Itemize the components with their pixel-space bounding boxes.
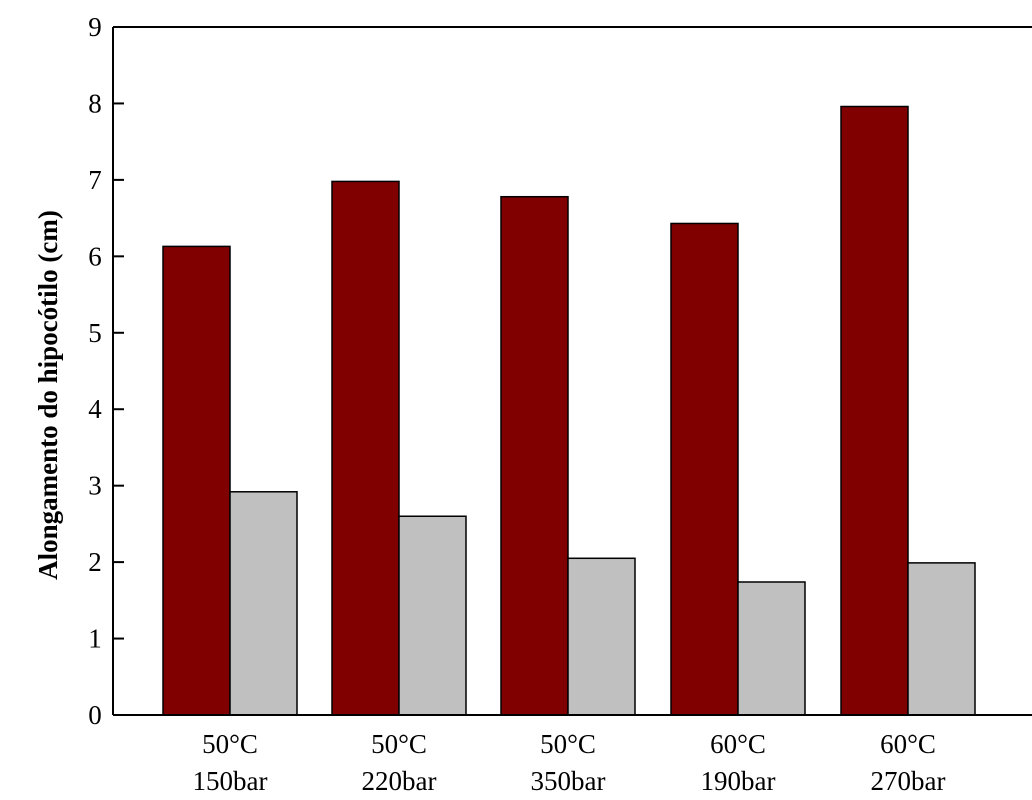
bar-series-1-4 <box>670 222 739 716</box>
bar-series-1-3 <box>500 195 569 716</box>
bar-series-1-2 <box>331 180 400 716</box>
x-labels-group: 50°C 150bar 50°C 220bar 50°C 350bar 60°C 190bar… <box>193 729 946 796</box>
x-tick-label: 50°C <box>202 729 258 759</box>
bar-series-2-4 <box>737 581 806 716</box>
y-tick-label: 5 <box>88 318 102 348</box>
x-tick-label: 50°C <box>371 729 427 759</box>
y-tick-label: 1 <box>88 624 102 654</box>
y-tick-label: 2 <box>88 547 102 577</box>
y-tick-label: 7 <box>88 165 102 195</box>
bars-group <box>162 105 976 716</box>
x-tick-label: 150bar <box>193 766 268 796</box>
x-tick-label: 350bar <box>531 766 606 796</box>
bar-series-2-3 <box>567 557 636 716</box>
y-tick-label: 6 <box>88 241 102 271</box>
y-tick-label: 8 <box>88 88 102 118</box>
y-ticks-group: 0 1 2 3 4 5 6 7 8 9 <box>88 12 124 730</box>
x-tick-label: 220bar <box>362 766 437 796</box>
x-tick-label: 60°C <box>710 729 766 759</box>
y-tick-label: 0 <box>88 700 102 730</box>
x-tick-label: 270bar <box>871 766 946 796</box>
y-tick-label: 4 <box>88 394 102 424</box>
bar-series-1-1 <box>162 245 231 716</box>
x-tick-label: 50°C <box>540 729 596 759</box>
bar-series-2-2 <box>398 515 467 716</box>
bar-series-1-5 <box>840 105 909 716</box>
y-tick-label: 3 <box>88 471 102 501</box>
y-tick-label: 9 <box>88 12 102 42</box>
x-tick-label: 60°C <box>880 729 936 759</box>
x-tick-label: 190bar <box>701 766 776 796</box>
y-axis-label: Alongamento do hipocótilo (cm) <box>33 210 63 580</box>
bar-series-2-5 <box>907 562 976 716</box>
bar-series-2-1 <box>229 491 298 716</box>
